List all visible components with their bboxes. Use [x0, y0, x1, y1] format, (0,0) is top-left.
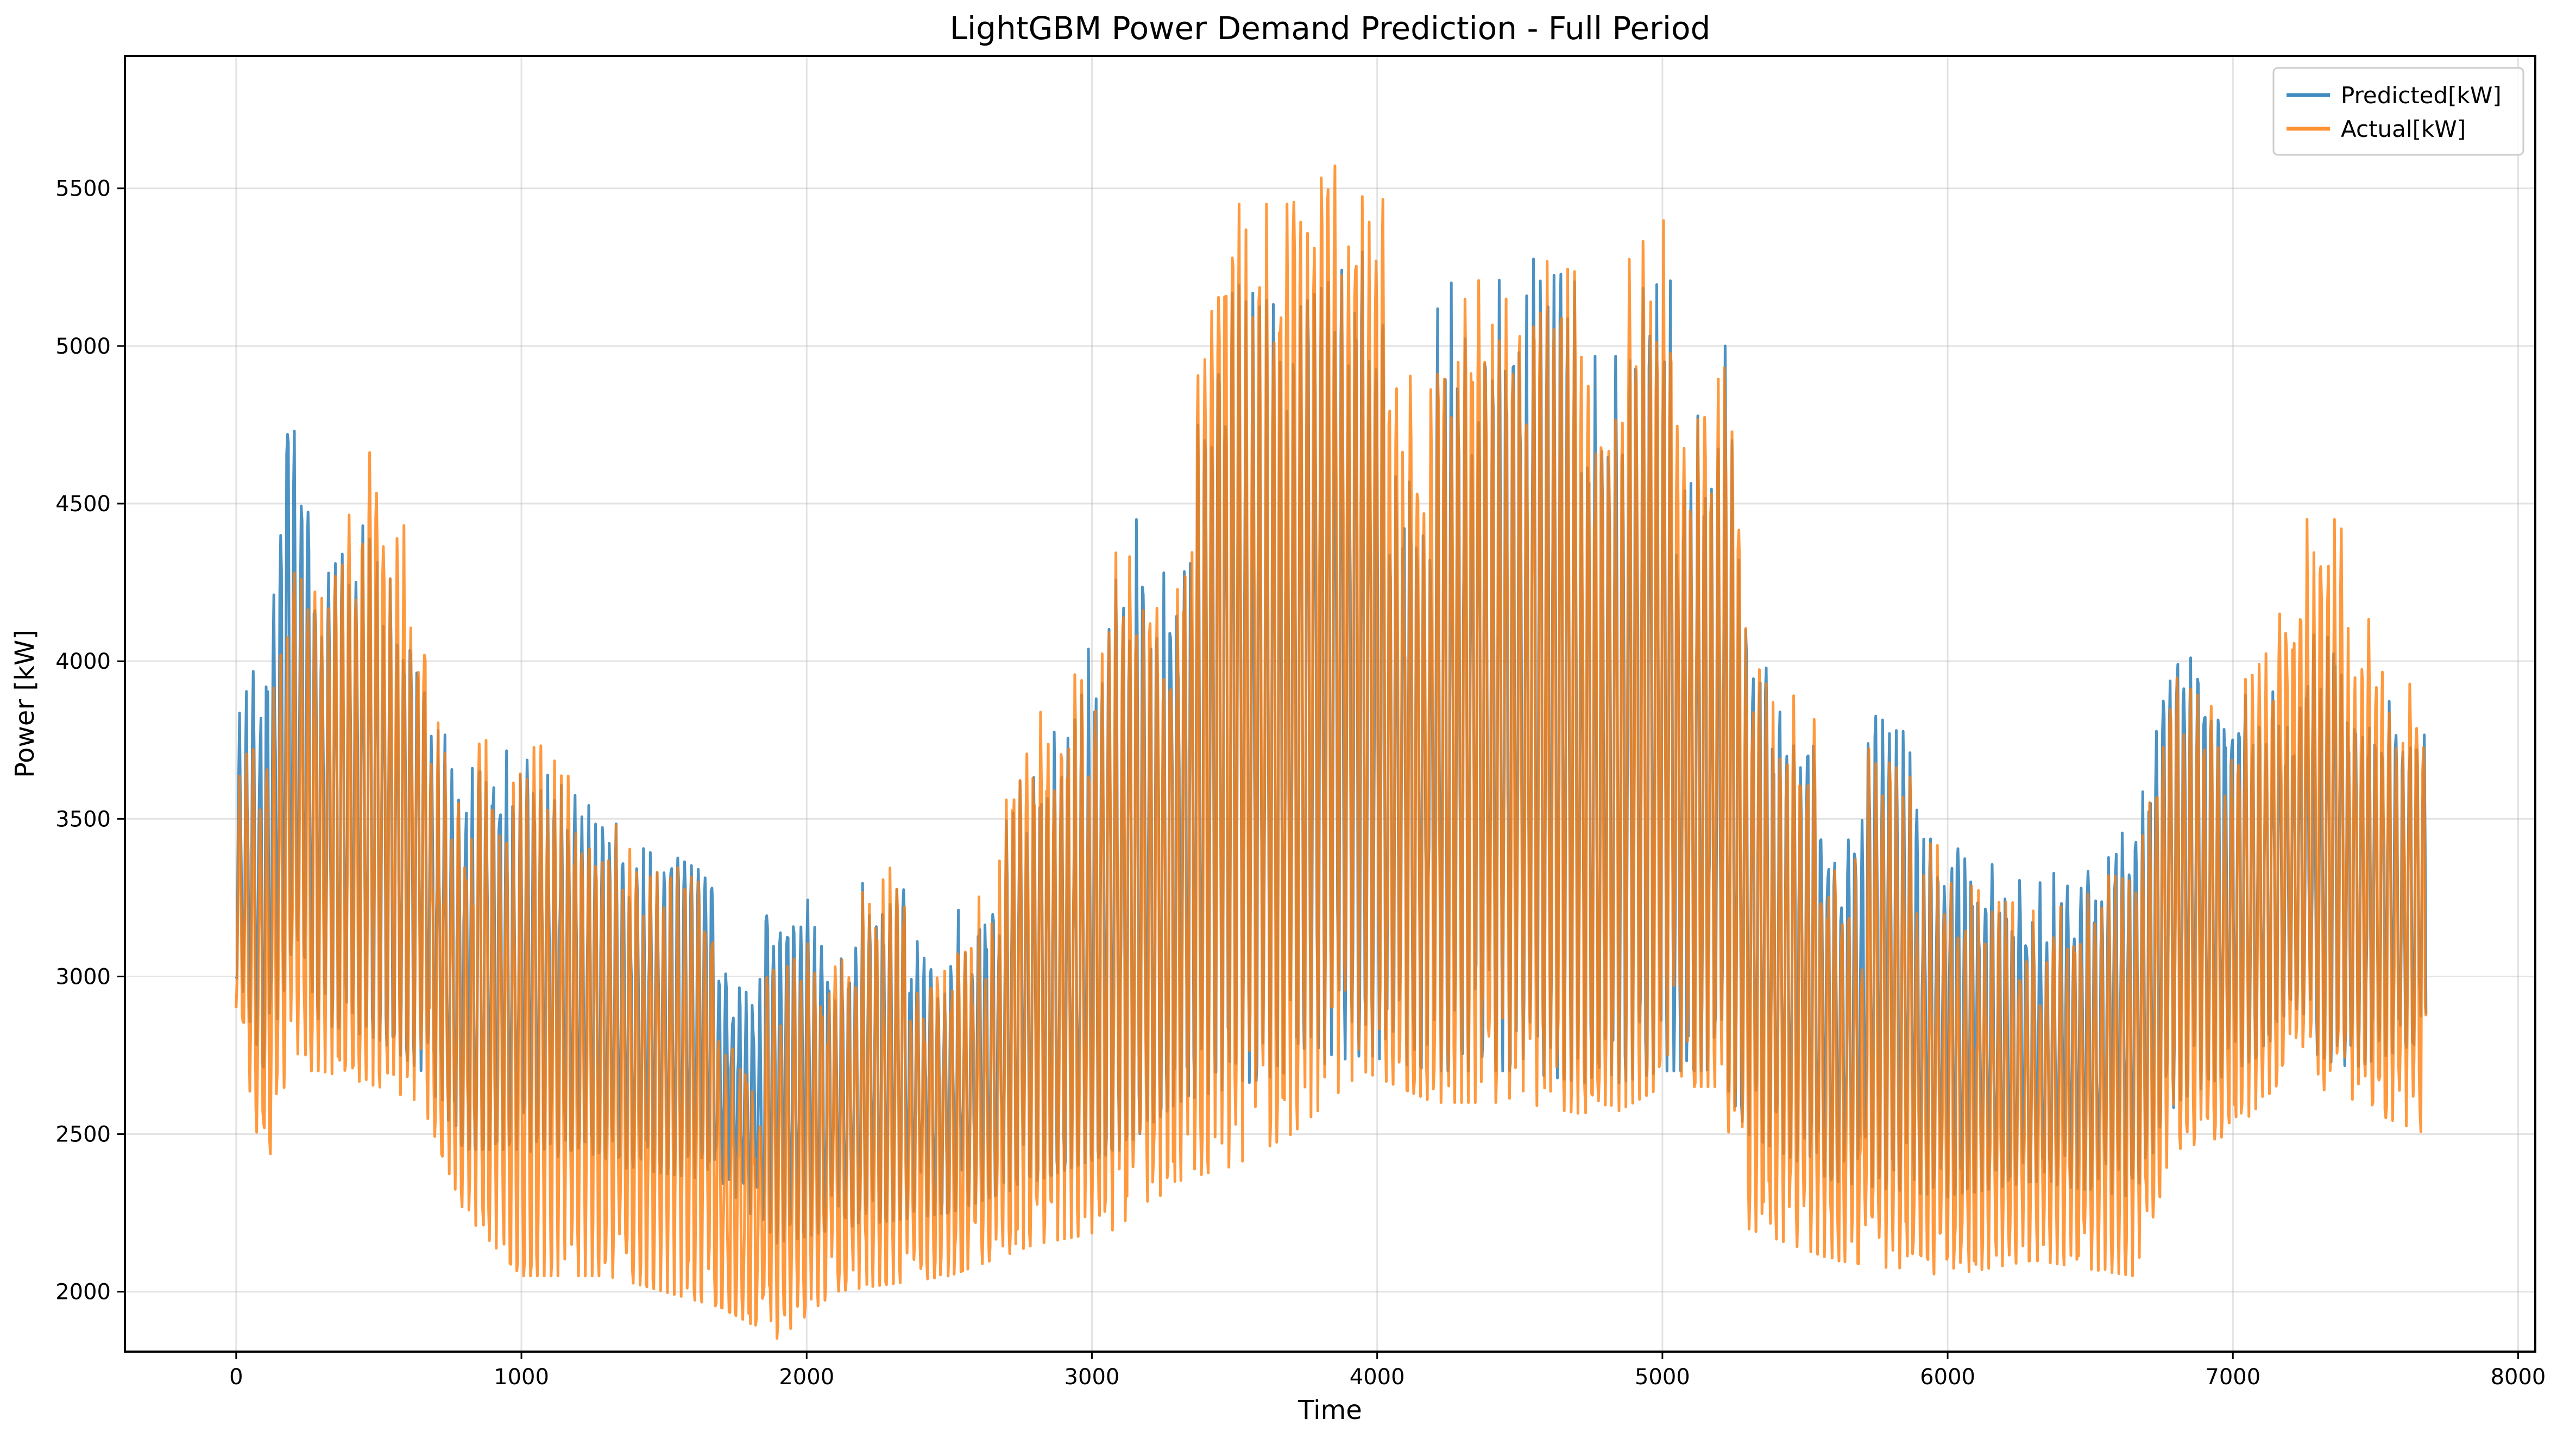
y-tick-label: 2500	[55, 1122, 111, 1147]
x-tick-label: 0	[229, 1365, 243, 1390]
series-line-actual	[235, 164, 2428, 1340]
legend-box	[2272, 67, 2524, 156]
x-axis-label: Time	[1298, 1395, 1362, 1426]
y-tick-label: 2000	[55, 1280, 111, 1305]
y-tick-label: 3000	[55, 964, 111, 989]
x-tick-label: 2000	[779, 1365, 834, 1390]
chart-title: LightGBM Power Demand Prediction - Full …	[950, 10, 1711, 47]
y-axis-label: Power [kW]	[10, 630, 40, 778]
legend: Predicted[kW] Actual[kW]	[2272, 67, 2524, 156]
x-tick-label: 6000	[1920, 1365, 1975, 1390]
axes-frame	[124, 55, 2536, 1353]
y-axis: 2000 2500 3000 3500 4000 4500 5000 5500	[55, 177, 125, 1305]
x-tick-label: 1000	[494, 1365, 549, 1390]
legend-label: Actual[kW]	[2341, 116, 2466, 142]
x-axis: 0 1000 2000 3000 4000 5000 6000 7000 8000	[229, 1352, 2546, 1390]
y-tick-label: 4500	[55, 492, 111, 517]
x-tick-label: 4000	[1350, 1365, 1405, 1390]
x-tick-label: 5000	[1635, 1365, 1690, 1390]
legend-label: Predicted[kW]	[2341, 82, 2502, 109]
x-tick-label: 8000	[2491, 1365, 2546, 1390]
y-tick-label: 3500	[55, 807, 111, 832]
x-tick-label: 3000	[1065, 1365, 1120, 1390]
y-tick-label: 5500	[55, 177, 111, 202]
y-tick-label: 4000	[55, 649, 111, 674]
y-tick-label: 5000	[55, 334, 111, 359]
plot-area	[235, 164, 2428, 1340]
x-tick-label: 7000	[2205, 1365, 2260, 1390]
